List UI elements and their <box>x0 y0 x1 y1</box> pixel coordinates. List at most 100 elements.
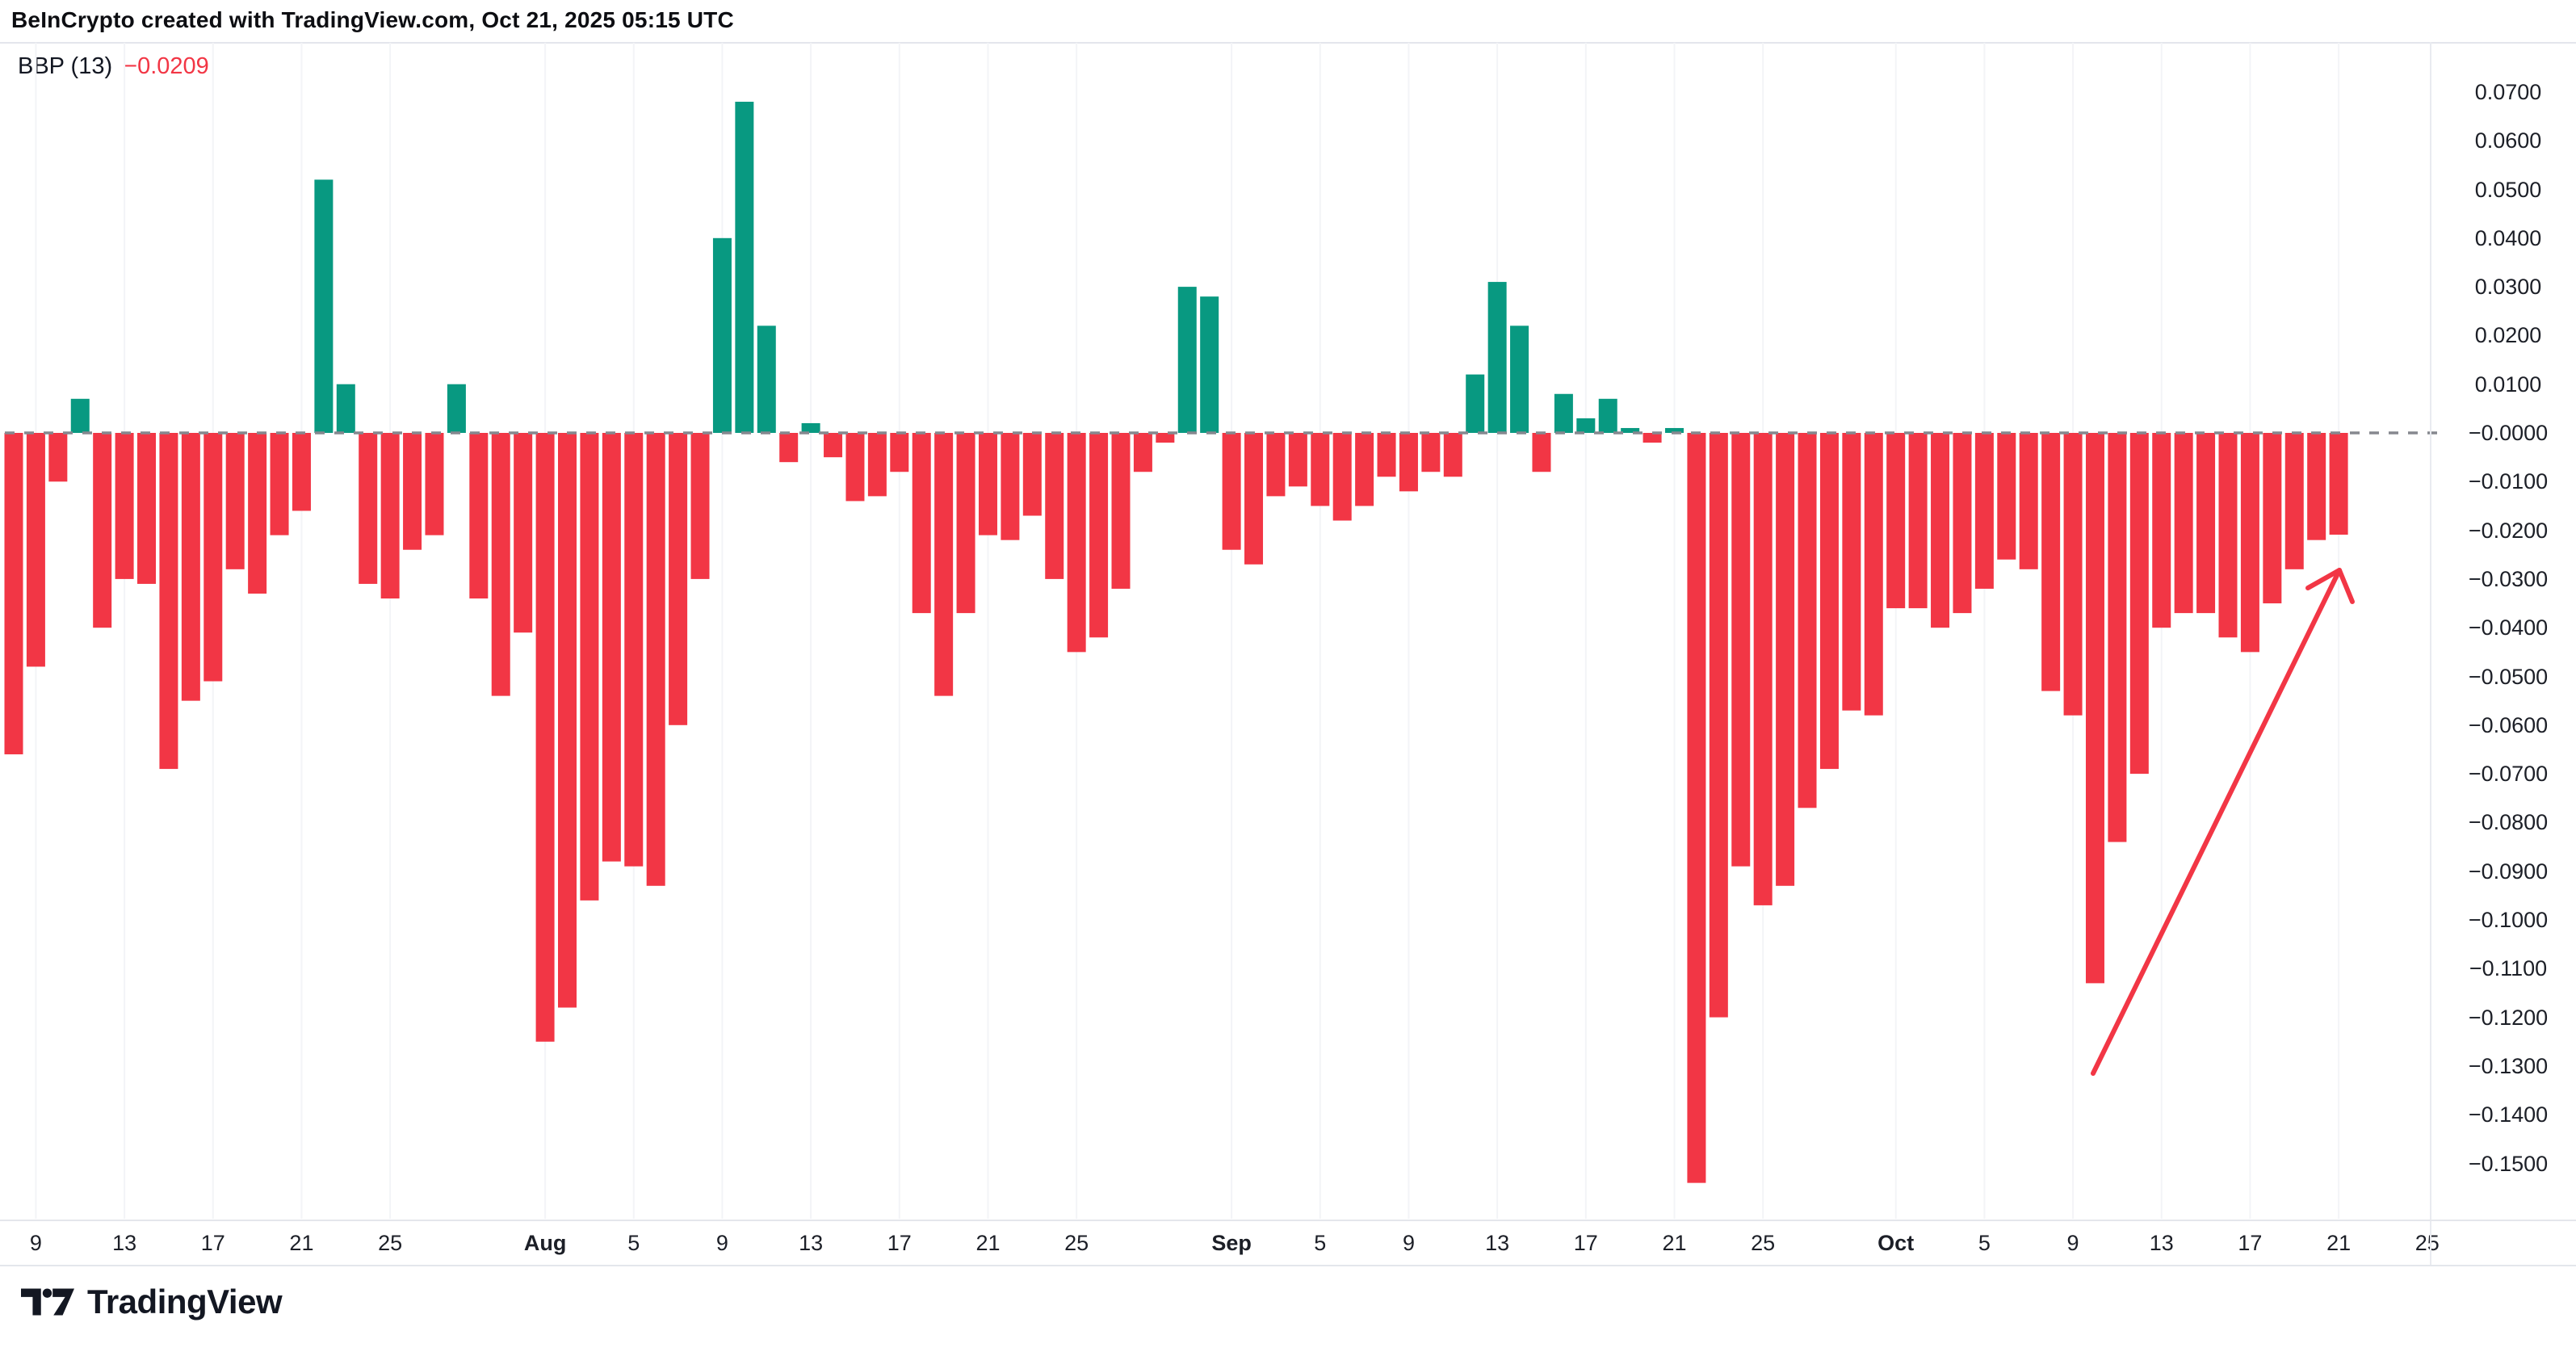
bbp-bar <box>1443 433 1462 477</box>
bbp-bar <box>1111 433 1131 589</box>
bbp-bar <box>137 433 157 584</box>
bbp-bar <box>491 433 510 696</box>
bbp-bar <box>203 433 223 682</box>
bbp-bar <box>1953 433 1972 614</box>
bbp-bar <box>845 433 865 502</box>
bbp-bar <box>225 433 245 569</box>
bbp-bar <box>1067 433 1086 653</box>
indicator-name: BBP (13) <box>18 53 113 79</box>
bbp-bar <box>292 433 311 511</box>
bbp-bar <box>2240 433 2259 653</box>
bbp-bar <box>2218 433 2238 638</box>
bbp-bar <box>824 433 843 458</box>
bbp-bar <box>624 433 644 867</box>
x-axis-label: 17 <box>887 1231 912 1255</box>
bbp-bar <box>115 433 134 579</box>
bbp-bar <box>2284 433 2304 569</box>
bbp-bar <box>1311 433 1330 506</box>
bbp-bar <box>1399 433 1418 492</box>
x-axis-label: 25 <box>1064 1231 1089 1255</box>
bbp-bar <box>469 433 489 599</box>
y-axis-label: −0.0400 <box>2468 615 2549 640</box>
bbp-bar <box>934 433 954 696</box>
y-axis-label: −0.1300 <box>2468 1053 2549 1078</box>
x-axis-label: 21 <box>2326 1231 2352 1255</box>
bbp-bar <box>1886 433 1906 609</box>
bbp-bar <box>1687 433 1706 1183</box>
bbp-bar <box>425 433 444 535</box>
bbp-bar <box>1177 287 1197 433</box>
x-axis-label: Oct <box>1877 1231 1915 1255</box>
pane-top-border <box>0 42 2576 44</box>
bbp-bar <box>735 101 754 434</box>
trend-arrow-shaft <box>2091 568 2342 1076</box>
x-axis-label: 17 <box>2238 1231 2263 1255</box>
bbp-bar <box>1819 433 1839 770</box>
x-axis-label: 5 <box>1314 1231 1327 1255</box>
bbp-bar <box>248 433 267 594</box>
bbp-bar <box>336 384 355 433</box>
x-axis-label: 9 <box>1402 1231 1415 1255</box>
bbp-bar <box>1045 433 1064 579</box>
bbp-bar <box>1665 427 1684 433</box>
x-axis-label: 13 <box>112 1231 137 1255</box>
y-axis-label: −0.0100 <box>2468 469 2549 494</box>
bbp-bar <box>1598 398 1617 433</box>
y-axis-label: −0.0200 <box>2468 518 2549 543</box>
bbp-bar <box>690 433 710 579</box>
bbp-bar <box>867 433 887 497</box>
y-axis-label: 0.0300 <box>2474 275 2542 300</box>
bbp-bar <box>712 237 732 433</box>
x-axis-label: 25 <box>1751 1231 1776 1255</box>
bbp-bar <box>2152 433 2171 628</box>
bbp-bar <box>1510 325 1529 433</box>
bbp-bar <box>1022 433 1042 516</box>
bbp-bar <box>2041 433 2061 691</box>
pane-bottom-border <box>0 1220 2576 1221</box>
y-axis-label: 0.0400 <box>2474 225 2542 250</box>
bbp-bar <box>1532 433 1551 472</box>
bbp-bar <box>912 433 931 614</box>
x-axis-label: 5 <box>627 1231 640 1255</box>
bbp-bar <box>4 433 23 754</box>
x-axis-label: Aug <box>523 1231 567 1255</box>
bbp-bar <box>646 433 665 886</box>
y-axis-label: −0.1200 <box>2468 1005 2549 1030</box>
x-axis-label: 9 <box>715 1231 728 1255</box>
bbp-bar <box>757 325 776 433</box>
bbp-bar <box>956 433 975 614</box>
y-axis-label: 0.0600 <box>2474 128 2542 153</box>
y-axis-label: 0.0200 <box>2474 323 2542 348</box>
bbp-bar <box>801 422 820 433</box>
x-axis-label: 9 <box>29 1231 42 1255</box>
bbp-bar <box>1156 433 1175 443</box>
bbp-bar <box>602 433 621 862</box>
x-axis-label: 21 <box>975 1231 1001 1255</box>
x-axis-label: 21 <box>1662 1231 1687 1255</box>
x-axis-label: 17 <box>1573 1231 1598 1255</box>
bbp-bar <box>1709 433 1728 1018</box>
bbp-bar <box>359 433 378 584</box>
bbp-bar <box>1731 433 1751 867</box>
bbp-bar <box>1974 433 1994 589</box>
bbp-bar <box>1997 433 2016 560</box>
bbp-bar <box>270 433 289 535</box>
tradingview-logo: TradingView <box>21 1283 283 1321</box>
y-axis-label: 0.0500 <box>2474 177 2542 202</box>
y-axis-label: −0.1100 <box>2469 956 2548 981</box>
tradingview-logo-icon <box>21 1288 74 1316</box>
x-axis-label: 13 <box>799 1231 824 1255</box>
bbp-bar <box>314 179 334 433</box>
bbp-bar <box>159 433 178 770</box>
indicator-value: −0.0209 <box>124 53 209 79</box>
bbp-bar <box>1466 374 1485 433</box>
x-axis-label: 17 <box>200 1231 225 1255</box>
y-axis-label: −0.0700 <box>2468 762 2549 787</box>
bbp-bar <box>1133 433 1152 472</box>
bbp-bar <box>1288 433 1307 487</box>
x-axis-label: 25 <box>378 1231 403 1255</box>
bbp-bar <box>2019 433 2038 569</box>
bbp-bar <box>1487 282 1507 433</box>
